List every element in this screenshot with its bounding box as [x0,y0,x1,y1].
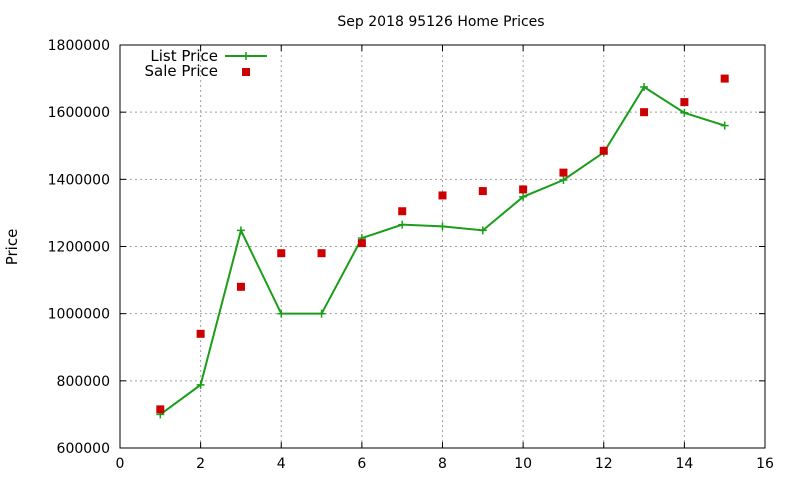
data-point-list-price [519,192,528,201]
y-tick-label: 1200000 [48,240,110,256]
data-point-sale-price [478,187,487,196]
x-tick-label: 2 [196,456,205,472]
x-tick-labels: 0 2 4 6 8 10 12 14 16 [116,456,774,472]
x-tick-label: 12 [595,456,613,472]
data-point-sale-price [640,108,649,117]
data-point-sale-price [277,249,286,258]
data-point-sale-price [398,207,407,216]
x-tick-label: 4 [277,456,286,472]
data-point-sale-price [438,191,447,200]
legend-label-list-price: List Price [150,47,218,65]
y-tick-labels: 600000 800000 1000000 1200000 1400000 1600000… [48,38,110,457]
legend-swatch-sale-price [242,68,250,76]
axis-ticks [119,44,766,449]
data-point-list-price [398,220,407,229]
data-point-list-price [438,222,447,231]
data-point-list-price [478,226,487,235]
chart-title: Sep 2018 95126 Home Prices [337,14,544,30]
data-point-sale-price [357,239,366,248]
y-tick-label: 600000 [57,441,110,457]
data-point-sale-price [317,249,326,258]
data-point-list-price [196,380,205,389]
data-point-sale-price [196,329,205,338]
y-tick-label: 1000000 [48,307,110,323]
data-point-sale-price [156,405,165,414]
data-point-list-price [277,309,286,318]
y-tick-label: 1400000 [48,172,110,188]
legend-swatch-list-price [225,52,267,60]
series-list-price [156,82,729,419]
y-tick-label: 1600000 [48,105,110,121]
legend-marker-list-price [242,52,250,60]
data-point-sale-price [720,74,729,83]
data-point-list-price [720,121,729,130]
data-point-list-price [317,309,326,318]
x-tick-label: 8 [438,456,447,472]
y-tick-label: 1800000 [48,38,110,54]
data-point-sale-price [519,185,528,194]
series-layer [156,74,729,419]
x-tick-label: 16 [756,456,774,472]
grid [120,45,765,448]
x-tick-label: 10 [514,456,532,472]
x-tick-label: 0 [116,456,125,472]
data-point-sale-price [236,282,245,291]
data-point-list-price [640,82,649,91]
data-point-list-price [559,176,568,185]
legend-marker-sale-price [242,68,250,76]
data-point-sale-price [559,168,568,177]
x-tick-label: 6 [357,456,366,472]
legend: List Price Sale Price [145,47,267,80]
data-point-list-price [680,108,689,117]
legend-label-sale-price: Sale Price [145,62,218,80]
data-point-sale-price [599,146,608,155]
data-point-list-price [236,226,245,235]
data-point-sale-price [680,98,689,107]
series-sale-price [156,74,729,414]
x-tick-label: 14 [675,456,693,472]
y-tick-label: 800000 [57,374,110,390]
y-axis-title: Price [3,229,21,266]
